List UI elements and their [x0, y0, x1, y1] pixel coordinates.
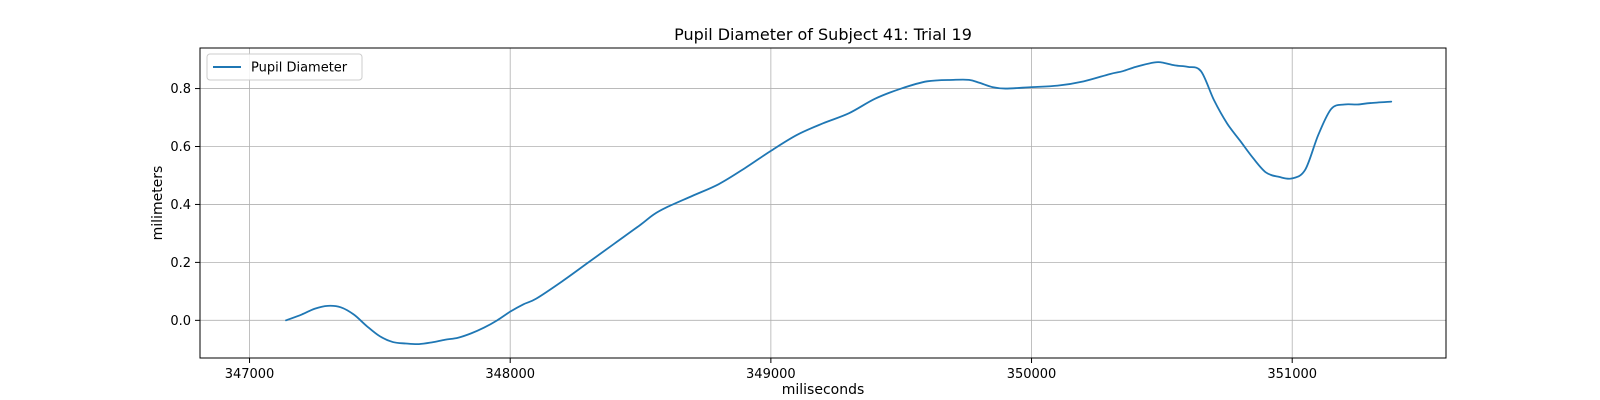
grid-lines	[200, 48, 1446, 358]
y-tick-label: 0.6	[170, 140, 191, 155]
y-tick-label: 0.4	[170, 198, 191, 213]
y-tick-label: 0.2	[170, 256, 191, 271]
legend-label: Pupil Diameter	[251, 61, 348, 76]
y-tick-label: 0.0	[170, 314, 191, 329]
x-tick-label: 349000	[746, 367, 796, 382]
legend-box	[206, 53, 363, 81]
x-tick-label: 347000	[225, 367, 275, 382]
legend: Pupil Diameter	[206, 53, 363, 81]
chart-title: Pupil Diameter of Subject 41: Trial 19	[674, 25, 972, 44]
pupil-diameter-line	[285, 61, 1393, 346]
x-axis-label: miliseconds	[782, 382, 865, 398]
y-axis-label: milimeters	[150, 166, 166, 241]
x-tick-label: 350000	[1007, 367, 1057, 382]
plot-area-frame	[199, 47, 1447, 359]
x-tick-label: 348000	[485, 367, 535, 382]
y-tick-label: 0.8	[170, 82, 191, 97]
x-tick-label: 351000	[1267, 367, 1317, 382]
series-layer	[285, 61, 1393, 346]
axis-ticks: 347000 348000 349000 350000 351000 0.0 0.2 0.4 0…	[170, 82, 1317, 382]
